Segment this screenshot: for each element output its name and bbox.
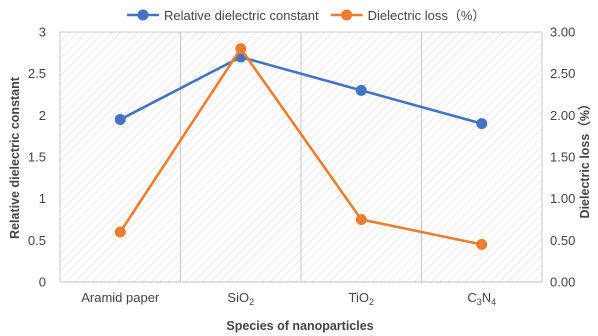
x-axis-title: Species of nanoparticles <box>226 319 373 333</box>
data-point <box>114 114 126 125</box>
legend-marker <box>137 9 149 21</box>
series-layer <box>114 43 488 250</box>
x-tick-label: C3N4 <box>467 290 496 307</box>
y-tick-label: 3 <box>39 25 46 40</box>
data-point <box>355 214 367 225</box>
data-point <box>476 239 488 250</box>
y2-tick-label: 0.50 <box>550 233 575 248</box>
legend: Relative dielectric constant Dielectric l… <box>127 8 485 23</box>
y-tick-label: 0 <box>39 275 46 290</box>
y2-tick-label: 1.50 <box>550 150 575 165</box>
series-line-2 <box>119 47 483 246</box>
legend-label: Dielectric loss（%） <box>368 8 486 23</box>
data-point <box>235 43 247 55</box>
y2-tick-label: 3.00 <box>550 25 575 40</box>
y2-axis-title: Dielectric loss（%） <box>577 98 592 219</box>
x-tick-label: SiO2 <box>227 290 254 307</box>
y-tick-label: 1 <box>39 191 46 206</box>
y2-tick-label: 0.00 <box>550 275 575 290</box>
y-axis-title: Relative dielectric constant <box>8 76 22 239</box>
y2-tick-label: 2.50 <box>550 66 575 81</box>
x-axis-ticks: Aramid paper SiO2 TiO2 C3N4 <box>81 290 496 307</box>
legend-marker <box>341 9 353 21</box>
x-tick-label: TiO2 <box>349 290 374 307</box>
y-tick-label: 2 <box>39 108 46 123</box>
y-tick-label: 0.5 <box>28 233 46 248</box>
y-axis-ticks: 0 0.5 1 1.5 2 2.5 3 <box>28 25 46 290</box>
x-tick-label: Aramid paper <box>81 290 160 305</box>
data-point <box>355 84 367 96</box>
y-tick-label: 1.5 <box>28 150 46 165</box>
y-tick-label: 2.5 <box>28 66 46 81</box>
series-line-1 <box>119 55 483 125</box>
data-point <box>114 226 126 238</box>
legend-label: Relative dielectric constant <box>164 8 319 23</box>
y2-tick-label: 2.00 <box>550 108 575 123</box>
y2-tick-label: 1.00 <box>550 191 575 206</box>
y2-axis-ticks: 0.00 0.50 1.00 1.50 2.00 2.50 3.00 <box>550 25 575 290</box>
data-point <box>476 118 488 130</box>
